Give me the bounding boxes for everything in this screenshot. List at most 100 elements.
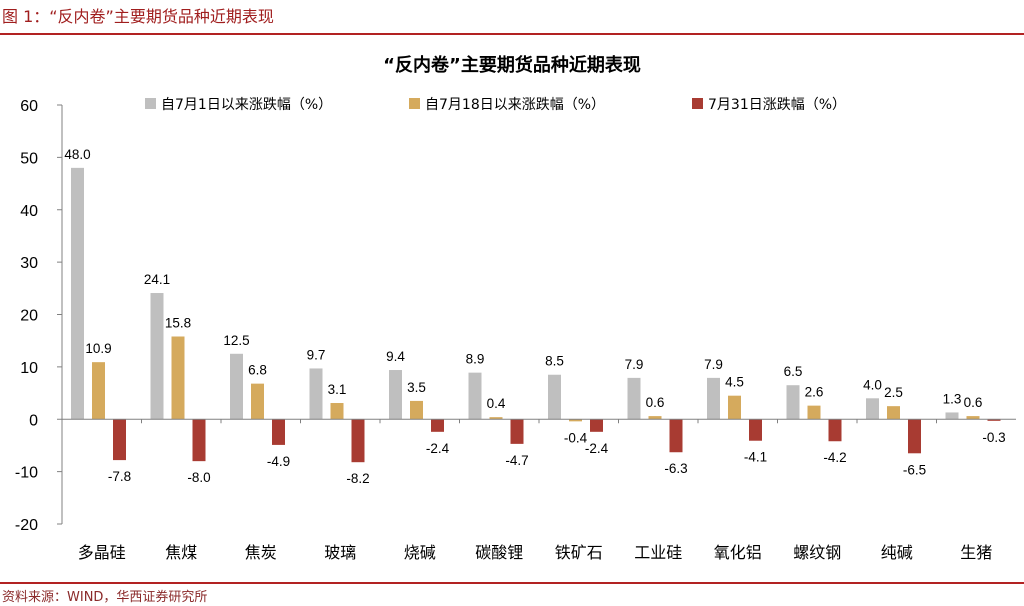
category-label: 多晶硅	[78, 543, 126, 562]
bar-series-3	[828, 419, 842, 442]
bottom-rule	[0, 582, 1024, 584]
data-label: -8.0	[187, 470, 210, 485]
bar-series-3	[192, 419, 206, 462]
category-label: 焦炭	[245, 543, 277, 562]
bar-chart: “反内卷”主要期货品种近期表现 自7月1日以来涨跌幅（%） 自7月18日以来涨跌幅…	[15, 54, 1016, 562]
data-label: -0.3	[982, 430, 1005, 445]
data-label: -8.2	[346, 471, 369, 486]
bar-series-2	[330, 403, 344, 420]
data-label: -4.2	[823, 450, 846, 465]
y-tick-label: 20	[20, 308, 38, 325]
y-tick-label: 40	[20, 203, 38, 220]
y-tick-label: 10	[20, 360, 38, 377]
data-label: 2.6	[805, 385, 824, 400]
category-label: 碳酸锂	[475, 543, 523, 562]
data-label: 12.5	[223, 333, 249, 348]
data-label: 7.9	[625, 357, 644, 372]
data-label: -0.4	[564, 430, 588, 445]
data-label: 0.4	[487, 396, 506, 411]
bar-series-2	[569, 419, 582, 422]
data-label: -2.4	[585, 441, 609, 456]
category-label: 焦煤	[165, 543, 197, 562]
data-label: -4.1	[744, 450, 767, 465]
legend-label: 自7月18日以来涨跌幅（%）	[425, 97, 605, 113]
category-label: 螺纹钢	[793, 543, 841, 562]
category-label: 烧碱	[404, 543, 436, 562]
bar-series-3	[987, 419, 1001, 421]
bar-series-3	[351, 419, 365, 463]
chart-legend: 自7月1日以来涨跌幅（%） 自7月18日以来涨跌幅（%） 7月31日涨跌幅（%）	[145, 97, 846, 113]
data-label: 7.9	[704, 357, 723, 372]
bar-series-2	[966, 416, 980, 420]
data-label: 10.9	[85, 341, 111, 356]
data-label: 3.5	[407, 380, 426, 395]
bar-series-2	[171, 336, 185, 420]
bar-series-2	[807, 405, 821, 420]
bar-series-1	[627, 377, 641, 420]
data-labels-layer: 48.0 10.9 -7.8 24.1 15.8 -8.0 12.5 6.8 -4.9 9.7 3.…	[64, 147, 1005, 486]
y-tick-label: 30	[20, 255, 38, 272]
bar-series-3	[908, 419, 921, 454]
data-label: 9.4	[386, 349, 405, 364]
data-label: 24.1	[144, 272, 170, 287]
bar-series-2	[489, 417, 503, 420]
legend-label: 自7月1日以来涨跌幅（%）	[161, 97, 332, 113]
y-tick-label: 50	[20, 150, 38, 167]
data-label: 2.5	[884, 385, 903, 400]
category-label: 生猪	[960, 543, 992, 562]
data-label: -4.9	[267, 454, 290, 469]
data-label: 6.8	[248, 363, 267, 378]
bar-series-2	[92, 362, 105, 420]
bar-series-1	[707, 377, 720, 420]
data-label: 9.7	[307, 347, 326, 362]
bar-series-3	[431, 419, 444, 432]
data-label: 0.6	[646, 395, 665, 410]
bar-series-3	[272, 419, 285, 445]
bar-series-1	[309, 368, 323, 420]
bar-series-2	[728, 395, 741, 420]
legend-swatch	[145, 98, 156, 109]
top-rule	[0, 33, 1024, 35]
y-axis: -20 -10 0 10 20 30 40 50 60	[15, 98, 63, 534]
category-label: 氧化铝	[714, 543, 762, 562]
bar-series-1	[548, 374, 561, 420]
bar-series-3	[669, 419, 683, 453]
bar-series-2	[410, 400, 423, 420]
legend-swatch	[692, 98, 703, 109]
data-label: 4.5	[725, 375, 744, 390]
chart-title: “反内卷”主要期货品种近期表现	[383, 54, 641, 76]
bar-series-3	[590, 419, 603, 432]
y-tick-label: -20	[15, 517, 38, 534]
bar-series-1	[866, 398, 879, 420]
data-label: 1.3	[943, 391, 962, 406]
bar-series-1	[786, 385, 800, 420]
data-label: 3.1	[328, 382, 347, 397]
bars-layer	[71, 167, 1001, 463]
data-label: 8.5	[545, 354, 564, 369]
bar-series-1	[945, 412, 959, 420]
bar-series-1	[389, 370, 402, 420]
bar-series-1	[230, 353, 243, 420]
legend-swatch	[409, 98, 420, 109]
bar-series-3	[510, 419, 524, 444]
y-tick-label: 60	[20, 98, 38, 115]
bar-series-2	[887, 406, 900, 420]
legend-label: 7月31日涨跌幅（%）	[708, 97, 846, 113]
bar-series-3	[749, 419, 762, 441]
data-label: 8.9	[466, 352, 485, 367]
category-label: 工业硅	[634, 543, 682, 562]
category-label: 玻璃	[324, 543, 356, 562]
bar-series-1	[150, 293, 164, 420]
figure-title: 图 1：“反内卷”主要期货品种近期表现	[2, 7, 274, 26]
data-label: 15.8	[165, 315, 191, 330]
bar-series-1	[71, 167, 84, 420]
bar-series-2	[251, 383, 264, 420]
data-label: 4.0	[863, 377, 882, 392]
data-label: -7.8	[108, 469, 131, 484]
data-label: -6.5	[903, 462, 926, 477]
data-label: 6.5	[784, 364, 803, 379]
bar-series-2	[648, 416, 662, 420]
bar-series-3	[113, 419, 126, 461]
x-axis: 多晶硅 焦煤 焦炭 玻璃 烧碱 碳酸锂 铁矿石 工业硅 氧化铝 螺纹钢 纯碱 生猪	[61, 418, 1016, 562]
data-label: -4.7	[505, 453, 528, 468]
